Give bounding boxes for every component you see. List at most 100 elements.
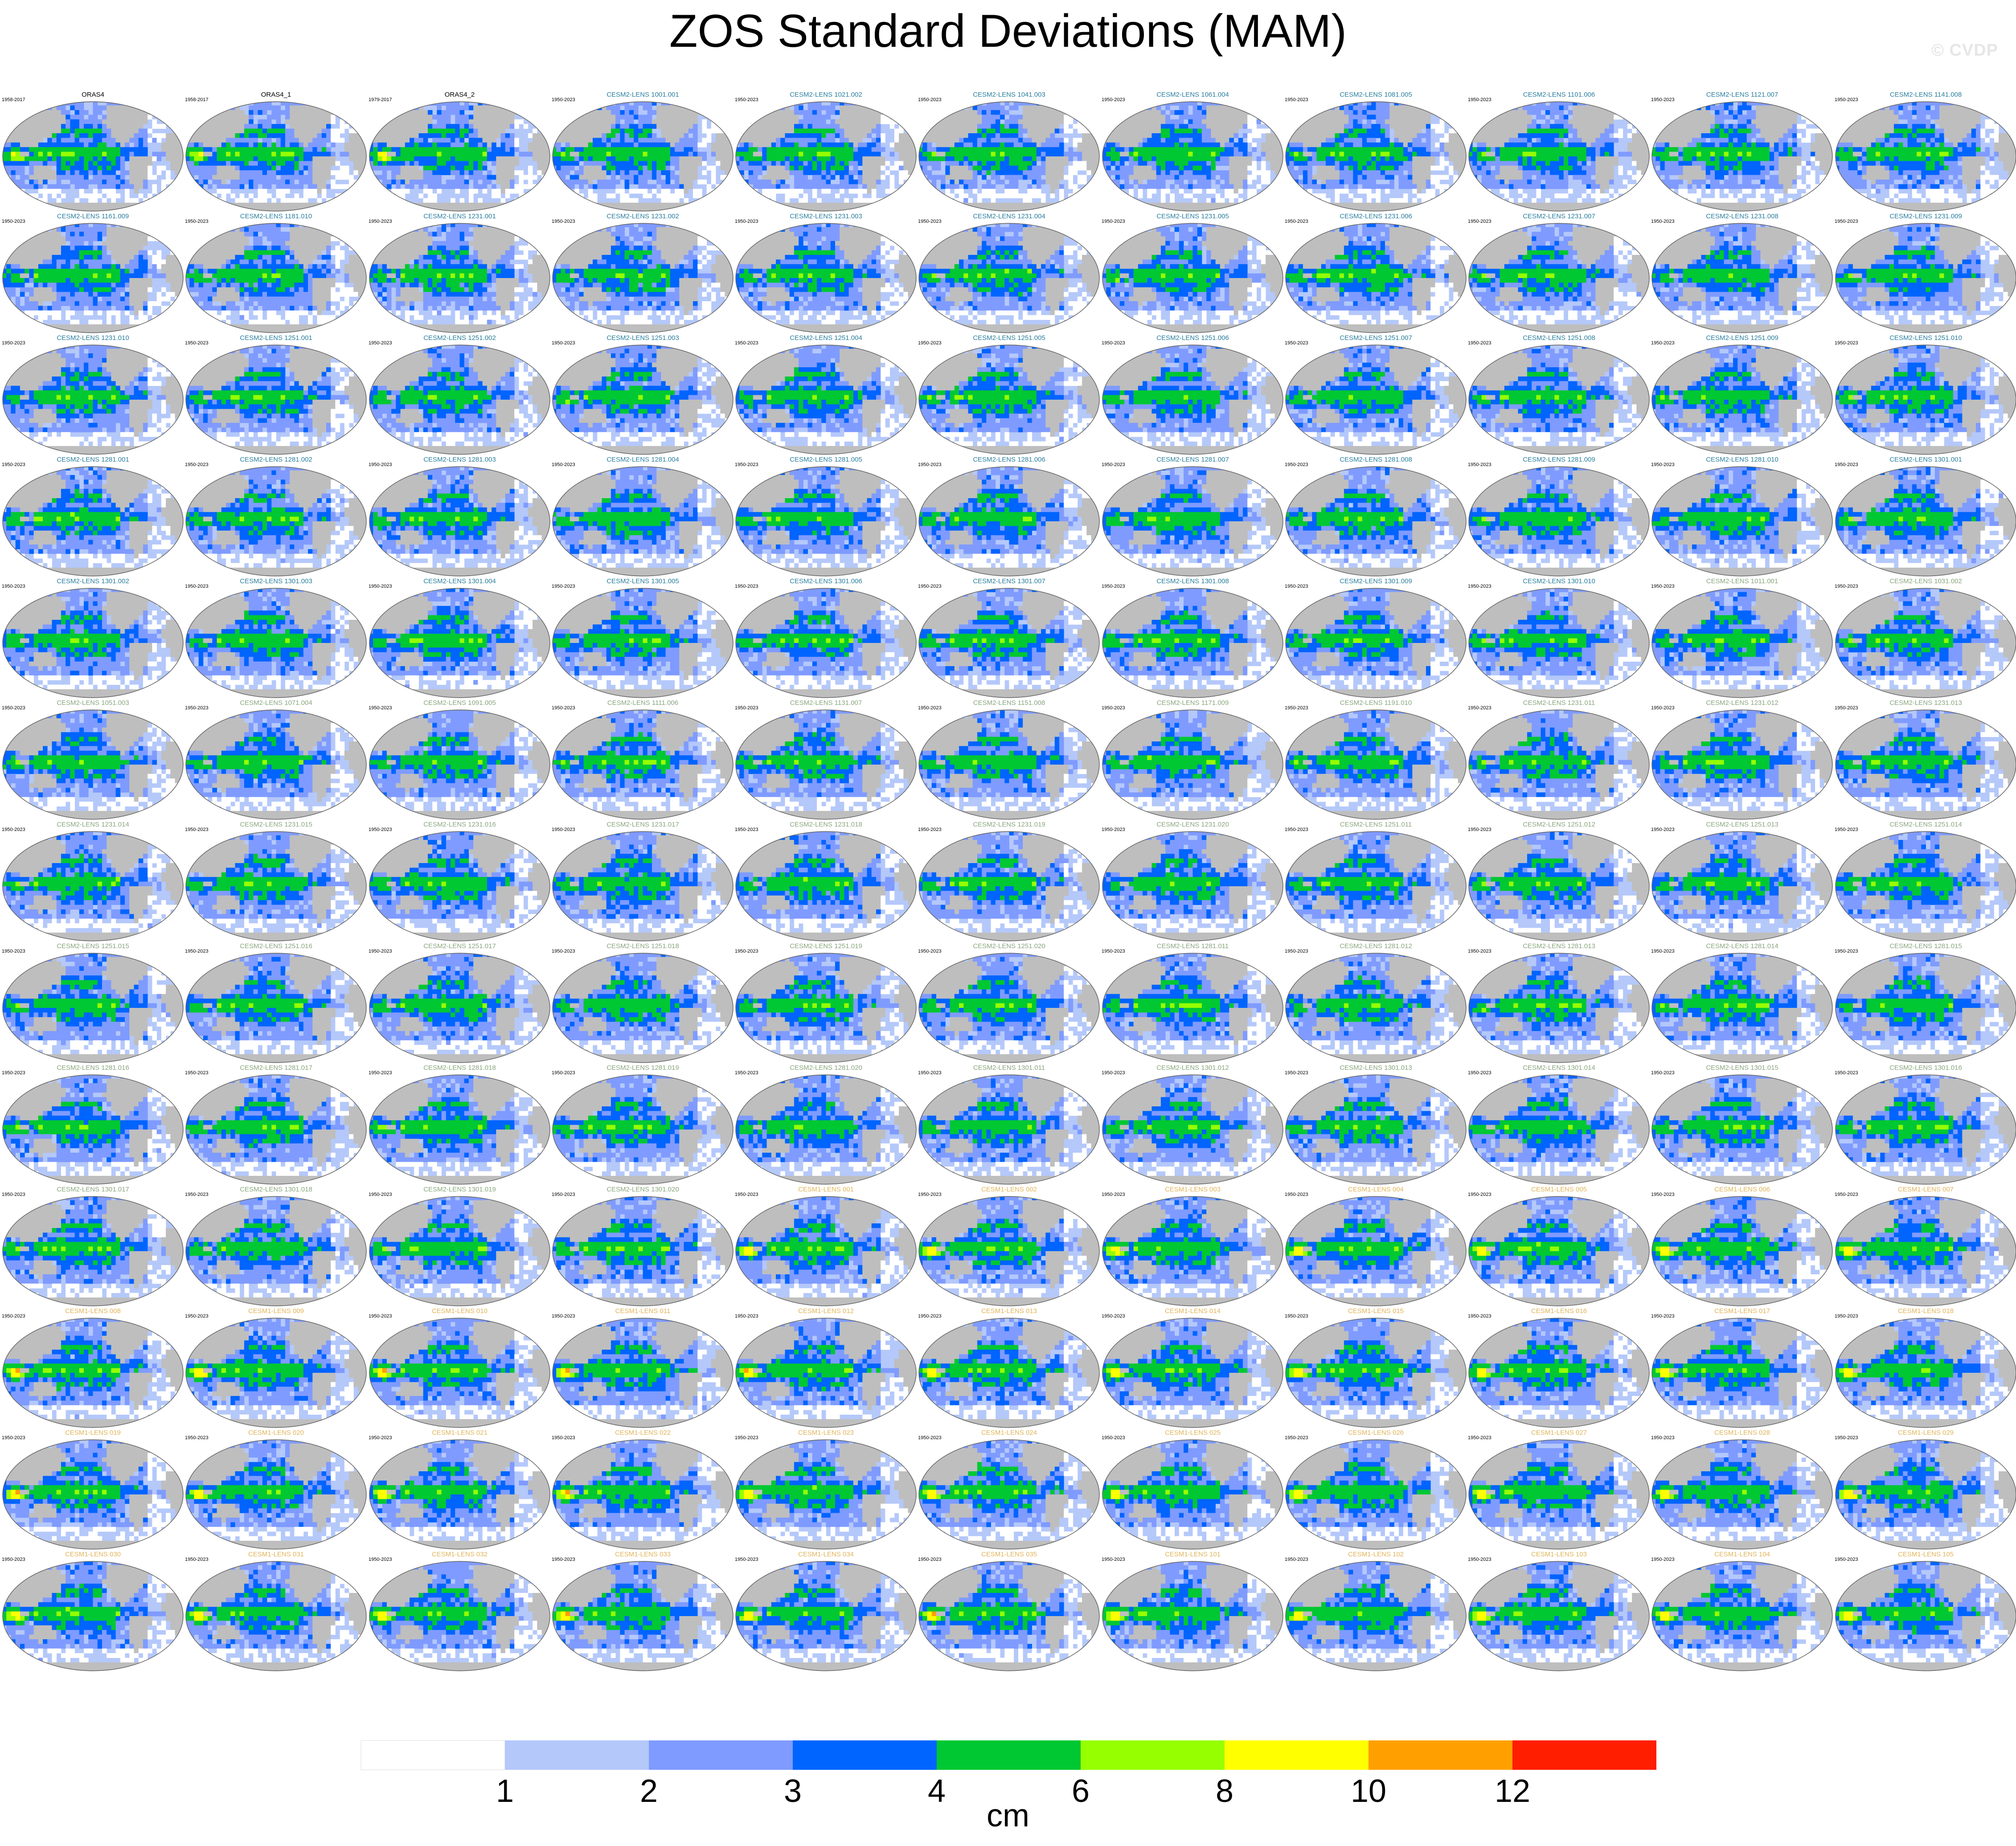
colorbar-bin (1225, 1740, 1369, 1770)
ssh-std-map (1102, 344, 1284, 455)
panel-title: CESM2-LENS 1231.020 (1102, 821, 1284, 829)
map-panel: CESM1-LENS 024 1950-2023 (918, 1429, 1100, 1550)
ssh-std-map (2, 1317, 184, 1429)
ssh-std-map (735, 952, 917, 1064)
map-panel: ORAS4 1958-2017 (2, 91, 184, 212)
map-panel: ORAS4_2 1979-2017 (369, 91, 551, 212)
panel-title: CESM2-LENS 1281.002 (185, 456, 367, 464)
map-panel: CESM2-LENS 1231.005 1950-2023 (1102, 213, 1284, 334)
map-panel: CESM1-LENS 026 1950-2023 (1285, 1429, 1467, 1550)
map-panel: CESM2-LENS 1281.008 1950-2023 (1285, 456, 1467, 577)
panel-title: CESM2-LENS 1301.004 (369, 577, 551, 585)
ssh-std-map (1468, 952, 1650, 1064)
map-panel: CESM2-LENS 1301.002 1950-2023 (2, 577, 184, 699)
map-panel: CESM2-LENS 1251.018 1950-2023 (552, 942, 734, 1064)
panel-title: CESM2-LENS 1091.005 (369, 699, 551, 707)
panel-title: CESM2-LENS 1281.005 (735, 456, 917, 464)
panel-title: CESM1-LENS 010 (369, 1307, 551, 1315)
ssh-std-map (369, 1560, 551, 1672)
map-panel: CESM2-LENS 1251.004 1950-2023 (735, 334, 917, 455)
ssh-std-map (552, 952, 734, 1064)
panel-title: CESM1-LENS 022 (552, 1429, 734, 1437)
ssh-std-map (1651, 709, 1833, 820)
map-panel: CESM2-LENS 1111.006 1950-2023 (552, 699, 734, 820)
panel-title: CESM2-LENS 1251.009 (1651, 334, 1833, 342)
map-panel: CESM2-LENS 1191.010 1950-2023 (1285, 699, 1467, 820)
panel-title: CESM2-LENS 1231.002 (552, 213, 734, 221)
map-panel: CESM2-LENS 1251.003 1950-2023 (552, 334, 734, 455)
ssh-std-map (2, 344, 184, 455)
map-panel: CESM2-LENS 1181.010 1950-2023 (185, 213, 367, 334)
map-panel: CESM2-LENS 1301.015 1950-2023 (1651, 1064, 1833, 1185)
ssh-std-map (1468, 101, 1650, 212)
panel-title: CESM1-LENS 032 (369, 1551, 551, 1559)
ssh-std-map (918, 1439, 1100, 1550)
ssh-std-map (1468, 709, 1650, 820)
ssh-std-map (1102, 1195, 1284, 1307)
ssh-std-map (1102, 1317, 1284, 1429)
ssh-std-map (1651, 831, 1833, 942)
map-panel: CESM2-LENS 1281.009 1950-2023 (1468, 456, 1650, 577)
map-panel: CESM1-LENS 016 1950-2023 (1468, 1307, 1650, 1429)
panel-title: CESM2-LENS 1051.003 (2, 699, 184, 707)
ssh-std-map (552, 1439, 734, 1550)
map-panel: CESM1-LENS 020 1950-2023 (185, 1429, 367, 1550)
ssh-std-map (918, 1317, 1100, 1429)
ssh-std-map (1835, 1195, 2016, 1307)
map-panel: CESM2-LENS 1281.004 1950-2023 (552, 456, 734, 577)
ssh-std-map (1835, 101, 2016, 212)
map-panel: CESM1-LENS 019 1950-2023 (2, 1429, 184, 1550)
panel-title: CESM1-LENS 033 (552, 1551, 734, 1559)
ssh-std-map (918, 1560, 1100, 1672)
ssh-std-map (735, 1195, 917, 1307)
ssh-std-map (552, 1074, 734, 1185)
ssh-std-map (552, 1195, 734, 1307)
ssh-std-map (1285, 1195, 1467, 1307)
panel-title: CESM1-LENS 034 (735, 1551, 917, 1559)
panel-title: CESM2-LENS 1281.012 (1285, 942, 1467, 950)
panel-title: CESM2-LENS 1251.020 (918, 942, 1100, 950)
map-panel: CESM1-LENS 013 1950-2023 (918, 1307, 1100, 1429)
panel-title: CESM2-LENS 1231.007 (1468, 213, 1650, 221)
ssh-std-map (1835, 1317, 2016, 1429)
map-panel: CESM2-LENS 1101.006 1950-2023 (1468, 91, 1650, 212)
panel-title: CESM2-LENS 1231.008 (1651, 213, 1833, 221)
map-panel: CESM2-LENS 1301.001 1950-2023 (1835, 456, 2016, 577)
panel-title: CESM2-LENS 1231.005 (1102, 213, 1284, 221)
panel-grid: ORAS4 1958-2017 ORAS4_1 1958-2017 ORAS4_2 197… (0, 0, 2016, 1702)
panel-title: CESM2-LENS 1141.008 (1835, 91, 2016, 99)
map-panel: CESM2-LENS 1251.017 1950-2023 (369, 942, 551, 1064)
panel-title: CESM2-LENS 1301.013 (1285, 1064, 1467, 1072)
ssh-std-map (735, 344, 917, 455)
ssh-std-map (735, 1074, 917, 1185)
panel-title: CESM1-LENS 031 (185, 1551, 367, 1559)
map-panel: CESM2-LENS 1281.013 1950-2023 (1468, 942, 1650, 1064)
panel-title: CESM2-LENS 1281.018 (369, 1064, 551, 1072)
panel-title: CESM1-LENS 011 (552, 1307, 734, 1315)
ssh-std-map (1285, 709, 1467, 820)
map-panel: CESM1-LENS 101 1950-2023 (1102, 1551, 1284, 1672)
panel-title: CESM2-LENS 1281.017 (185, 1064, 367, 1072)
ssh-std-map (1651, 952, 1833, 1064)
colorbar-bin (361, 1740, 505, 1770)
panel-title: CESM2-LENS 1251.012 (1468, 821, 1650, 829)
map-panel: CESM2-LENS 1301.008 1950-2023 (1102, 577, 1284, 699)
map-panel: CESM2-LENS 1031.002 1950-2023 (1835, 577, 2016, 699)
ssh-std-map (735, 1439, 917, 1550)
panel-title: CESM1-LENS 105 (1835, 1551, 2016, 1559)
panel-title: CESM1-LENS 015 (1285, 1307, 1467, 1315)
map-panel: CESM1-LENS 030 1950-2023 (2, 1551, 184, 1672)
map-panel: CESM2-LENS 1151.008 1950-2023 (918, 699, 1100, 820)
map-panel: CESM1-LENS 103 1950-2023 (1468, 1551, 1650, 1672)
ssh-std-map (185, 709, 367, 820)
map-panel: CESM2-LENS 1231.018 1950-2023 (735, 821, 917, 942)
panel-title: CESM2-LENS 1281.010 (1651, 456, 1833, 464)
panel-title: CESM1-LENS 019 (2, 1429, 184, 1437)
map-panel: CESM2-LENS 1301.005 1950-2023 (552, 577, 734, 699)
map-panel: CESM2-LENS 1051.003 1950-2023 (2, 699, 184, 820)
panel-title: CESM2-LENS 1231.009 (1835, 213, 2016, 221)
panel-title: CESM2-LENS 1231.012 (1651, 699, 1833, 707)
map-panel: CESM1-LENS 003 1950-2023 (1102, 1186, 1284, 1307)
map-panel: CESM1-LENS 018 1950-2023 (1835, 1307, 2016, 1429)
panel-title: CESM1-LENS 025 (1102, 1429, 1284, 1437)
